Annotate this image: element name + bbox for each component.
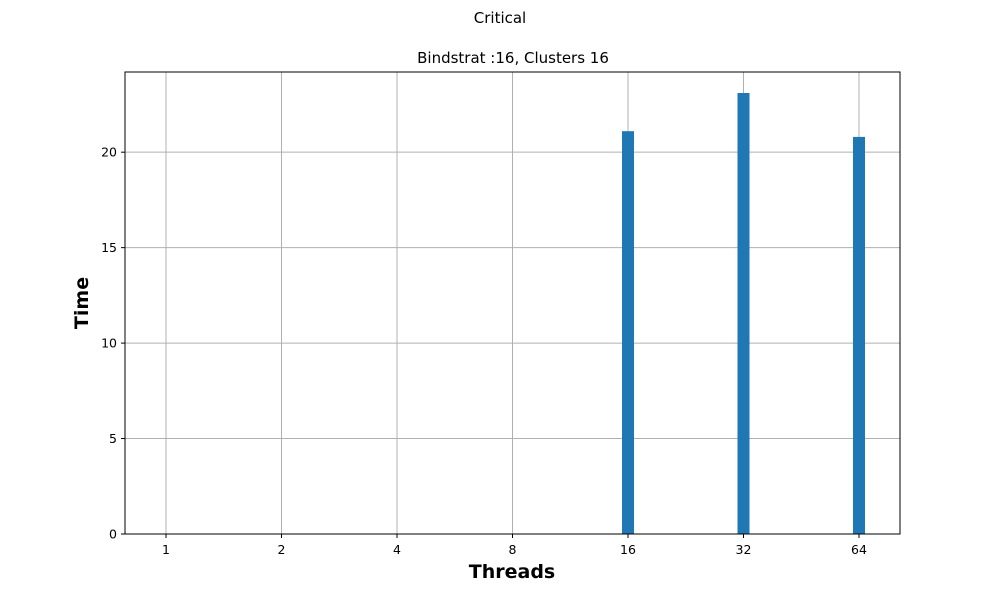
bar	[622, 131, 634, 534]
x-tick-label: 8	[509, 542, 517, 557]
x-tick-label: 64	[851, 542, 867, 557]
y-tick-label: 10	[101, 336, 117, 351]
x-axis-label: Threads	[469, 561, 555, 583]
x-tick-label: 16	[620, 542, 636, 557]
y-axis-label: Time	[71, 277, 93, 329]
bar	[737, 93, 750, 534]
x-tick-label: 2	[278, 542, 286, 557]
ticks: 1 2 4 8 16 32 64 0 5 10 15 20	[101, 145, 867, 557]
bars	[622, 93, 865, 534]
bar	[853, 136, 865, 534]
y-tick-label: 15	[101, 240, 117, 255]
x-tick-label: 4	[393, 542, 401, 557]
y-tick-label: 20	[101, 145, 117, 160]
chart-suptitle: Critical	[474, 9, 526, 27]
x-tick-label: 32	[736, 542, 752, 557]
y-tick-label: 5	[109, 431, 117, 446]
y-tick-label: 0	[109, 527, 117, 542]
chart-title: Bindstrat :16, Clusters 16	[417, 49, 609, 67]
grid	[125, 72, 900, 535]
x-tick-label: 1	[162, 542, 170, 557]
